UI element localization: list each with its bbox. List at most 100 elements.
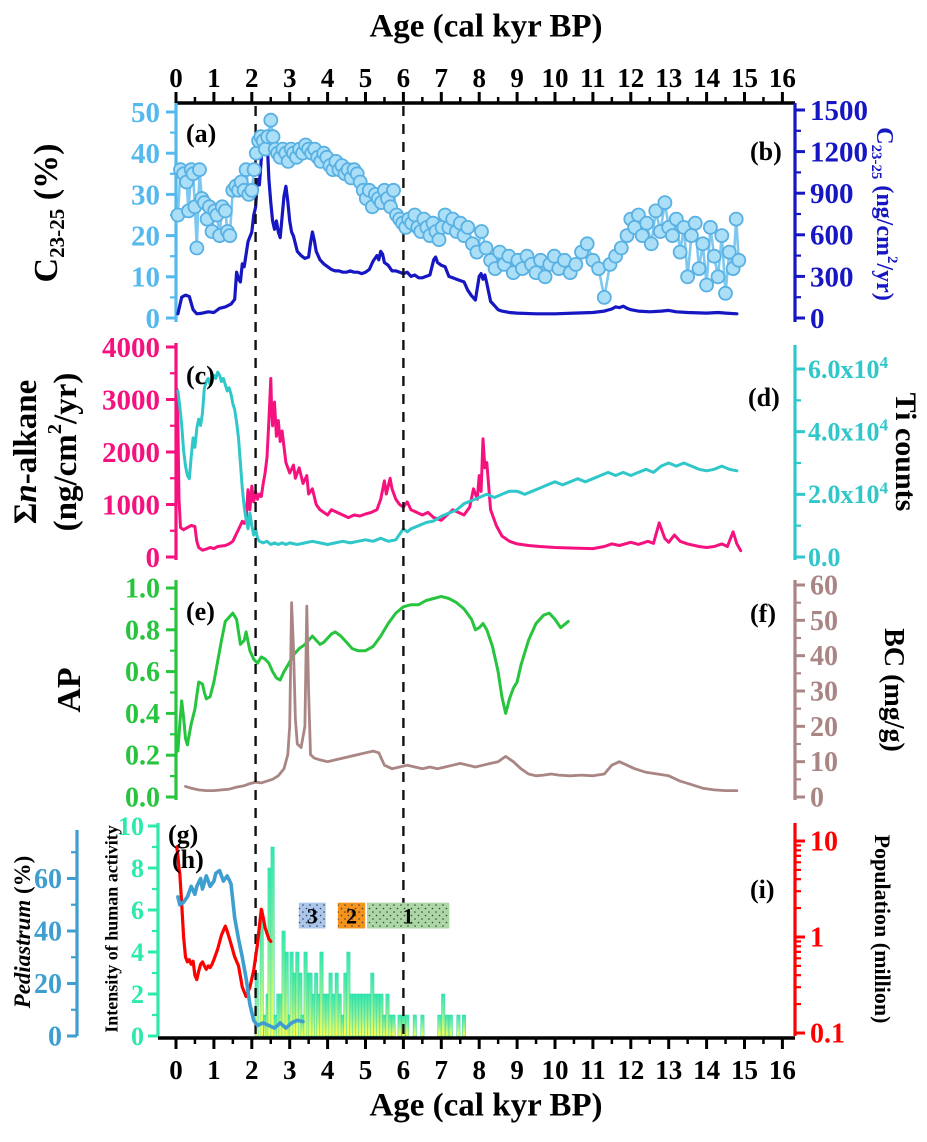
axis-tick-label: 4 [321, 63, 335, 93]
data-point-marker [596, 289, 612, 305]
population-axis-title: Population (million) [870, 834, 895, 1024]
axis-tick-label: 4 [321, 1055, 335, 1085]
axis-tick-label: 2 [131, 980, 144, 1009]
human-activity-bars [254, 846, 466, 1037]
axis-tick-label: 30 [810, 677, 838, 708]
ti-counts-axis-title: Ti counts [889, 392, 922, 512]
data-point-marker [648, 203, 664, 219]
axis-tick-label: 6 [131, 896, 144, 925]
panel-label-d: (d) [748, 383, 780, 412]
axis-tick-label: 0 [810, 783, 824, 814]
axis-tick-label: 60 [34, 864, 62, 895]
data-point-marker [672, 244, 688, 260]
c2325-flux-axis-title: C23-25 (ng/cm2/yr) [868, 127, 900, 301]
axis-tick-label: 10 [542, 1055, 569, 1085]
axis-tick-label: 1500 [810, 95, 868, 127]
axis-tick-label: 0.2 [125, 741, 160, 772]
data-point-marker [710, 269, 726, 285]
data-point-marker [684, 228, 699, 244]
axis-tick-label: 7 [435, 63, 449, 93]
panel-label-i: (i) [750, 875, 775, 904]
data-point-marker [699, 277, 714, 293]
activity-bar [298, 972, 303, 1037]
axis-tick-label: 14 [693, 1055, 720, 1085]
c2325-pct-axis-title: C23-25 (%) [28, 144, 69, 283]
activity-bar [445, 1014, 449, 1037]
axis-tick-label: 2.0x104 [808, 478, 889, 509]
data-point-marker [222, 228, 238, 244]
bottom-axis-title: Age (cal kyr BP) [369, 1087, 603, 1124]
axis-tick-label: 4 [131, 938, 144, 967]
axis-tick-label: 30 [131, 179, 160, 211]
axis-tick-label: 1 [810, 923, 824, 954]
axis-tick-label: 10 [542, 63, 569, 93]
axis-tick-label: 14 [693, 63, 720, 93]
activity-bar [412, 1014, 417, 1037]
c2325-flux-axis: 0 300 600 900 1200 1500 [793, 95, 868, 335]
activity-bar [397, 1014, 402, 1037]
axis-tick-label: 40 [131, 138, 160, 170]
panel-label-a: (a) [186, 119, 216, 148]
data-point-marker [189, 240, 205, 256]
top-axis-title: Age (cal kyr BP) [369, 8, 603, 45]
axis-tick-label: 8 [472, 1055, 486, 1085]
ap-axis-title: AP [51, 667, 88, 713]
axis-tick-label: 6 [397, 63, 411, 93]
axis-tick-label: 2 [245, 63, 259, 93]
axis-tick-label: 4.0x104 [808, 416, 889, 447]
axis-tick-label: 0.4 [125, 699, 160, 730]
data-point-marker [691, 261, 707, 277]
axis-tick-label: 12 [617, 63, 644, 93]
pediastrum-axis-title: Pediastrum (%) [10, 856, 35, 1010]
axis-tick-label: 8 [472, 63, 486, 93]
data-point-marker [680, 269, 695, 285]
panel-label-c: (c) [186, 361, 215, 390]
activity-bar [448, 1014, 453, 1037]
alkane-axis: 0 1000 2000 3000 4000 [102, 332, 178, 574]
axis-tick-label: 9 [510, 63, 524, 93]
axis-tick-label: 0 [810, 303, 825, 335]
activity-bar [462, 1014, 466, 1037]
data-point-marker [474, 224, 489, 239]
axis-tick-label: 0 [131, 1022, 144, 1051]
panel-label-h: (h) [172, 845, 204, 874]
c2325-flux-line [176, 134, 739, 316]
data-point-marker [703, 219, 718, 235]
axis-tick-label: 7 [435, 1055, 449, 1085]
data-point-marker [386, 182, 401, 198]
axis-tick-label: 6.0x104 [808, 353, 889, 384]
data-point-marker [634, 228, 650, 244]
axis-tick-label: 16 [769, 63, 796, 93]
axis-tick-label: 0 [169, 1055, 183, 1085]
axis-tick-label: 2000 [102, 437, 160, 469]
pediastrum-line [176, 868, 305, 1030]
axis-tick-label: 1000 [102, 489, 160, 521]
axis-tick-label: 1 [207, 1055, 221, 1085]
alkane-axis-title-line1: Σn-alkane [8, 380, 44, 524]
axis-tick-label: 60 [810, 571, 838, 602]
axis-tick-label: 10 [131, 262, 160, 294]
activity-bar [420, 1014, 425, 1037]
axis-tick-label: 15 [731, 63, 758, 93]
panel-label-b: (b) [750, 137, 782, 166]
data-point-marker [431, 232, 447, 248]
c2325-pct-axis: 0 10 20 30 40 50 [131, 97, 178, 335]
population-line [175, 845, 273, 999]
bc-line [184, 601, 739, 792]
axis-tick-label: 40 [810, 641, 838, 672]
intensity-axis: 0 2 4 6 8 10 [118, 812, 160, 1051]
axis-tick-label: 13 [655, 1055, 682, 1085]
data-point-marker [244, 182, 260, 198]
phase-box-label: 3 [307, 904, 318, 929]
axis-tick-label: 5 [359, 63, 373, 93]
data-point-marker [265, 129, 281, 145]
axis-tick-label: 600 [810, 220, 854, 252]
axis-tick-label: 8 [131, 854, 144, 883]
axis-tick-label: 0.8 [125, 615, 160, 646]
axis-tick-label: 900 [810, 178, 854, 210]
axis-tick-label: 20 [131, 220, 160, 252]
ap-line [176, 594, 570, 753]
activity-bar [437, 1014, 442, 1037]
